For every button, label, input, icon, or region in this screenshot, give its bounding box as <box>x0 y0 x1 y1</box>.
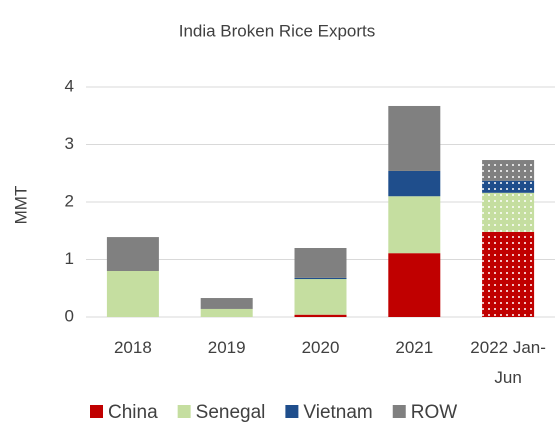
bar-segment <box>388 105 441 171</box>
x-tick-label: 2022 Jan-Jun <box>470 338 546 387</box>
bar-segment <box>106 237 159 271</box>
x-tick-wrap: 2018 <box>113 338 152 357</box>
bar-segment <box>200 308 253 317</box>
x-tick-label: 2019 <box>207 338 246 357</box>
bar-segment <box>388 253 441 317</box>
y-axis-label: MMT <box>11 186 30 225</box>
x-tick-label: 2018 <box>113 338 152 357</box>
bar-segment <box>294 277 347 280</box>
legend-label: ROW <box>411 402 458 423</box>
legend-swatch <box>285 405 299 418</box>
legend-label: China <box>108 402 158 423</box>
bar-pattern <box>482 180 535 193</box>
legend-swatch <box>90 405 103 418</box>
x-tick-wrap: 2021 <box>395 338 434 357</box>
bar-segment <box>106 271 159 317</box>
x-tick-label: 2020 <box>301 338 340 357</box>
y-tick-label: 2 <box>65 191 74 210</box>
bar-segment <box>200 298 253 309</box>
legend-swatch <box>177 405 191 418</box>
y-tick-label: 4 <box>65 76 74 95</box>
y-tick-label: 1 <box>65 249 74 268</box>
bar-segment <box>294 248 347 278</box>
bar-segment <box>294 314 347 317</box>
x-tick-wrap: 2020 <box>301 338 340 357</box>
bar-pattern <box>482 192 535 232</box>
bar-pattern <box>482 160 535 181</box>
bar-segment <box>388 196 441 254</box>
bar-pattern <box>482 231 535 317</box>
x-tick-label: 2021 <box>395 338 434 357</box>
chart-title: India Broken Rice Exports <box>179 21 376 40</box>
legend-label: Senegal <box>196 402 266 423</box>
y-tick-label: 3 <box>65 134 74 153</box>
x-tick-wrap: 2022 Jan-Jun <box>470 338 546 387</box>
x-tick-wrap: 2019 <box>207 338 246 357</box>
legend-label: Vietnam <box>303 402 372 423</box>
bar-segment <box>294 279 347 315</box>
y-tick-label: 0 <box>65 306 74 325</box>
legend: China Senegal Vietnam ROW <box>90 402 457 423</box>
legend-swatch <box>392 405 406 418</box>
bar-segment <box>388 170 441 197</box>
